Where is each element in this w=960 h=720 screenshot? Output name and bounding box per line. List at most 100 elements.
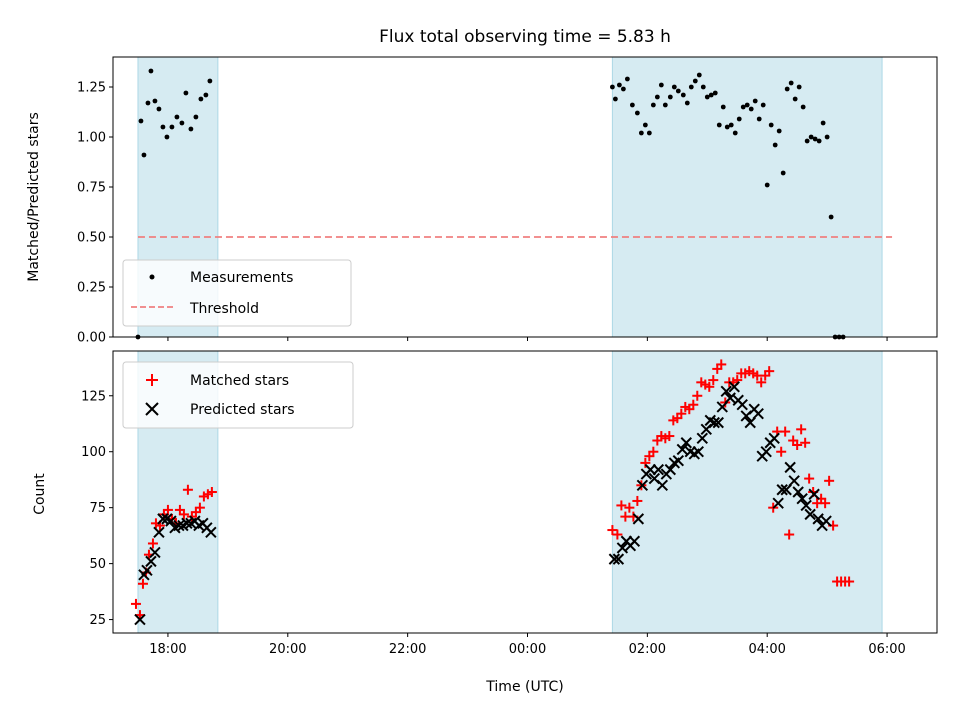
bottom-x-ticks: 18:00 20:00 22:00 00:00 02:00 04:00 06:00 <box>149 633 906 657</box>
measurement-point <box>772 142 778 148</box>
matched-star-point <box>664 431 675 442</box>
measurement-point <box>776 128 782 134</box>
predicted-star-point <box>134 613 146 626</box>
measurement-point <box>148 68 154 74</box>
predicted-star-point <box>181 517 193 530</box>
measurement-point <box>764 182 770 188</box>
matched-star-point <box>162 504 173 515</box>
y-tick-label: 75 <box>89 501 106 516</box>
predicted-star-point <box>652 463 665 476</box>
measurement-point <box>740 104 746 110</box>
measurement-point <box>708 92 714 98</box>
predicted-star-point <box>696 432 708 444</box>
matched-star-point <box>612 529 623 540</box>
measurement-point <box>828 214 834 220</box>
predicted-star-point <box>776 484 788 496</box>
measurement-point <box>646 130 652 136</box>
predicted-star-point <box>153 526 165 538</box>
measurement-point <box>736 116 742 122</box>
predicted-star-point <box>716 401 728 413</box>
matched-star-point <box>632 495 643 506</box>
legend-measurements-label: Measurements <box>190 270 293 286</box>
matched-star-point <box>147 538 158 549</box>
matched-star-point <box>640 457 651 468</box>
measurement-point <box>784 86 790 92</box>
bottom-shaded-spans <box>137 350 883 634</box>
measurement-point <box>642 122 648 128</box>
predicted-star-point <box>612 553 625 565</box>
y-tick-label: 1.25 <box>77 81 106 96</box>
matched-star-point <box>804 473 815 484</box>
predicted-star-point <box>820 515 832 527</box>
bottom-legend-box <box>122 361 354 429</box>
measurement-point <box>658 82 664 88</box>
measurement-point <box>748 106 754 112</box>
legend-threshold-label: Threshold <box>189 301 259 317</box>
predicted-star-point <box>768 432 780 444</box>
measurement-point <box>780 170 786 176</box>
y-tick-label: 50 <box>89 557 106 572</box>
legend-measurements-marker <box>149 274 155 280</box>
chart-title: Flux total observing time = 5.83 h <box>379 27 671 47</box>
predicted-star-point <box>676 443 689 456</box>
bottom-y-axis-label: Count <box>32 473 48 515</box>
measurement-point <box>145 100 151 106</box>
y-tick-label: 0.00 <box>77 331 106 346</box>
predicted-star-point <box>141 564 153 577</box>
measurement-point <box>612 96 618 102</box>
predicted-star-point <box>672 454 685 467</box>
predicted-star-point <box>628 535 641 547</box>
top-y-axis-label: Matched/Predicted stars <box>26 112 42 282</box>
measurement-point <box>696 72 702 78</box>
predicted-star-point <box>736 399 748 411</box>
measurement-point <box>724 124 730 130</box>
measurement-point <box>164 134 170 140</box>
predicted-star-point <box>724 392 736 404</box>
measurement-point <box>207 78 213 84</box>
measurement-point <box>680 92 686 98</box>
predicted-star-point <box>157 513 169 525</box>
measurement-point <box>728 122 734 128</box>
measurement-point <box>174 114 180 120</box>
x-tick-label: 22:00 <box>389 642 426 657</box>
measurement-point <box>675 88 681 94</box>
matched-star-point <box>194 502 205 513</box>
bottom-y-ticks: 25 50 75 100 125 <box>81 389 113 628</box>
matched-star-point <box>607 525 618 536</box>
measurement-point <box>160 124 166 130</box>
x-tick-label: 00:00 <box>509 642 546 657</box>
predicted-star-point <box>145 555 157 568</box>
predicted-star-point <box>205 526 217 538</box>
measurement-point <box>760 102 766 108</box>
measurement-point <box>616 82 622 88</box>
measurement-point <box>198 96 204 102</box>
measurement-point <box>824 134 830 140</box>
top-panel: 0.00 0.25 0.50 0.75 1.00 1.25 Flux total obse… <box>26 27 938 346</box>
measurement-point <box>667 94 673 100</box>
measurement-point <box>179 120 185 126</box>
predicted-star-point <box>173 519 185 532</box>
predicted-stars-points <box>134 381 832 626</box>
predicted-star-point <box>780 484 792 496</box>
predicted-star-point <box>149 546 161 559</box>
measurement-point <box>804 138 810 144</box>
y-tick-label: 125 <box>81 389 106 404</box>
matched-star-point <box>796 424 807 435</box>
matched-star-point <box>676 408 687 419</box>
measurement-point <box>692 78 698 84</box>
measurement-point <box>629 102 635 108</box>
matched-star-point <box>648 446 659 457</box>
predicted-star-point <box>760 446 772 458</box>
measurement-point <box>654 94 660 100</box>
measurement-point <box>634 110 640 116</box>
measurement-point <box>808 134 814 140</box>
matched-star-point <box>780 426 791 437</box>
predicted-star-point <box>664 463 677 476</box>
measurement-point <box>638 130 644 136</box>
top-axes-frame <box>112 56 938 338</box>
measurement-point <box>792 96 798 102</box>
predicted-star-point <box>788 475 800 487</box>
measurement-point <box>768 122 774 128</box>
y-tick-label: 0.25 <box>77 281 106 296</box>
measurement-point <box>712 90 718 96</box>
